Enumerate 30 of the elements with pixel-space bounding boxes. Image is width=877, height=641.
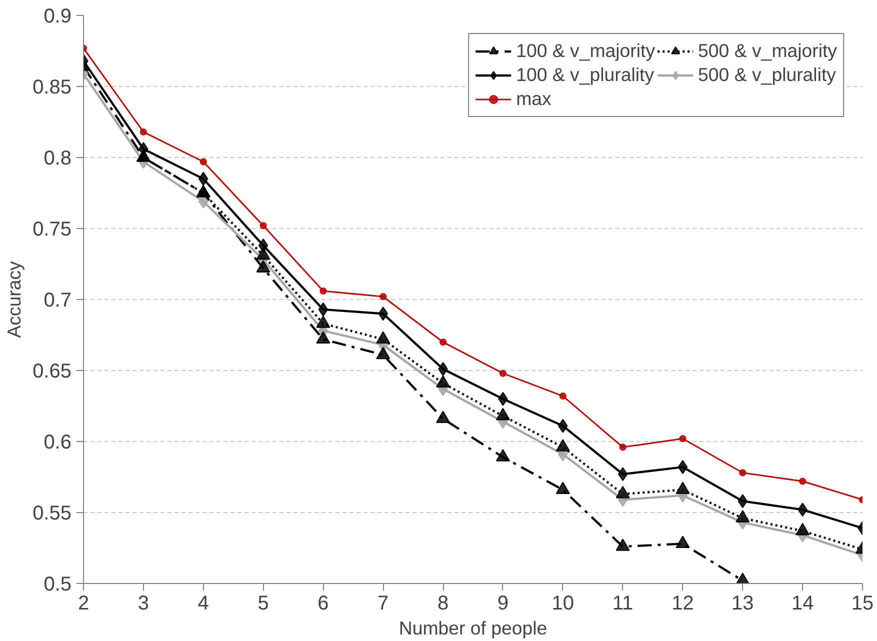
x-tick-label: 6 <box>318 592 329 614</box>
x-tick-label: 8 <box>437 592 449 614</box>
y-tick-label: 0.85 <box>32 76 72 98</box>
x-tick-label: 5 <box>258 592 269 614</box>
x-tick-label: 4 <box>198 592 209 614</box>
y-tick-label: 0.55 <box>32 502 72 524</box>
legend-label: 500 & v_majority <box>698 40 837 62</box>
y-tick-label: 0.7 <box>44 290 72 312</box>
legend-label: max <box>516 88 552 110</box>
x-tick-label: 3 <box>138 592 149 614</box>
x-tick-label: 9 <box>497 592 509 614</box>
y-tick-label: 0.8 <box>44 148 72 170</box>
x-tick-label: 10 <box>552 592 574 614</box>
y-tick-label: 0.5 <box>44 574 72 596</box>
x-tick-label: 7 <box>378 592 389 614</box>
x-tick-label: 12 <box>672 592 694 614</box>
y-tick-label: 0.65 <box>32 360 72 382</box>
legend-label: 100 & v_plurality <box>516 64 654 86</box>
legend-label: 100 & v_majority <box>516 40 656 62</box>
y-axis-title: Accuracy <box>4 260 25 338</box>
y-tick-label: 0.9 <box>44 6 72 28</box>
y-tick-label: 0.6 <box>44 432 72 454</box>
y-tick-label: 0.75 <box>32 218 72 240</box>
x-tick-label: 15 <box>851 592 874 614</box>
x-tick-label: 13 <box>732 592 754 614</box>
x-tick-label: 14 <box>791 592 814 614</box>
x-tick-label: 11 <box>612 592 634 614</box>
x-axis-title: Number of people <box>398 618 548 638</box>
x-tick-label: 2 <box>78 592 90 614</box>
legend-label: 500 & v_plurality <box>698 64 836 86</box>
